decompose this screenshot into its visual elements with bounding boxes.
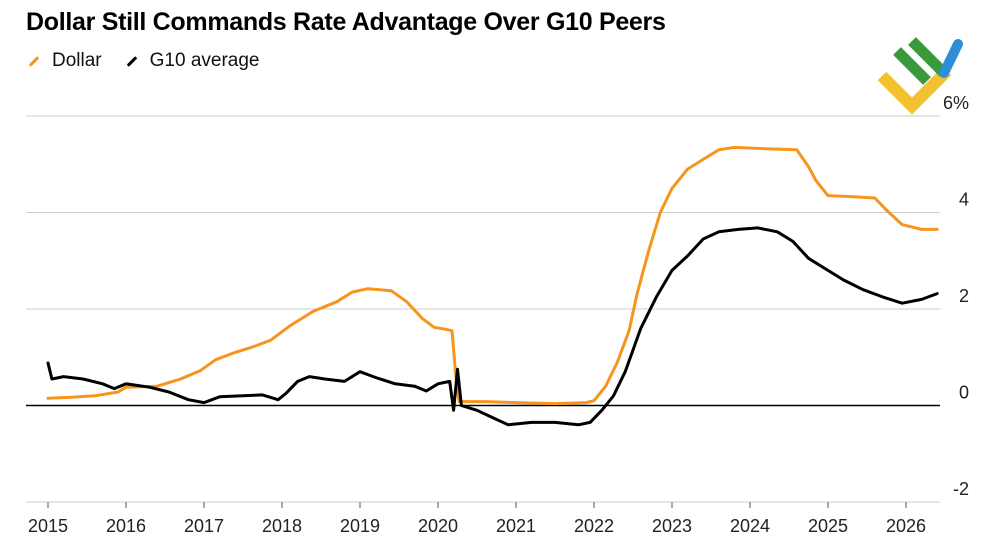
y-tick-label-1: 4	[959, 190, 969, 210]
legend-item-g10: G10 average	[124, 50, 260, 72]
chart-legend: Dollar G10 average	[26, 50, 281, 72]
x-tick-label-8: 2023	[652, 516, 692, 536]
x-tick-label-2: 2017	[184, 516, 224, 536]
x-tick-label-9: 2024	[730, 516, 770, 536]
y-tick-label-0: 6%	[943, 93, 969, 113]
tick-labels: 6% 4 2 0 -2 2015 2016 2017 2018 2019 2020 2021 2022 2…	[28, 93, 969, 536]
x-tick-label-11: 2026	[886, 516, 926, 536]
legend-item-dollar: Dollar	[26, 50, 102, 72]
y-tick-label-3: 0	[959, 383, 969, 403]
legend-label-dollar: Dollar	[52, 50, 102, 71]
series-line-dollar	[46, 145, 939, 406]
brand-logo-icon	[877, 37, 963, 115]
x-tick-label-7: 2022	[574, 516, 614, 536]
y-tick-label-2: 2	[959, 286, 969, 306]
x-tick-label-3: 2018	[262, 516, 302, 536]
x-tick-label-1: 2016	[106, 516, 146, 536]
y-tick-label-4: -2	[953, 479, 969, 499]
grid-lines	[26, 115, 940, 503]
series-line-g10	[46, 226, 939, 427]
x-tick-label-6: 2021	[496, 516, 536, 536]
chart-title: Dollar Still Commands Rate Advantage Ove…	[26, 8, 666, 36]
x-axis	[47, 502, 907, 508]
x-tick-label-0: 2015	[28, 516, 68, 536]
x-tick-label-5: 2020	[418, 516, 458, 536]
x-tick-label-10: 2025	[808, 516, 848, 536]
x-tick-label-4: 2019	[340, 516, 380, 536]
legend-label-g10: G10 average	[149, 50, 260, 71]
series-lines	[46, 145, 939, 427]
